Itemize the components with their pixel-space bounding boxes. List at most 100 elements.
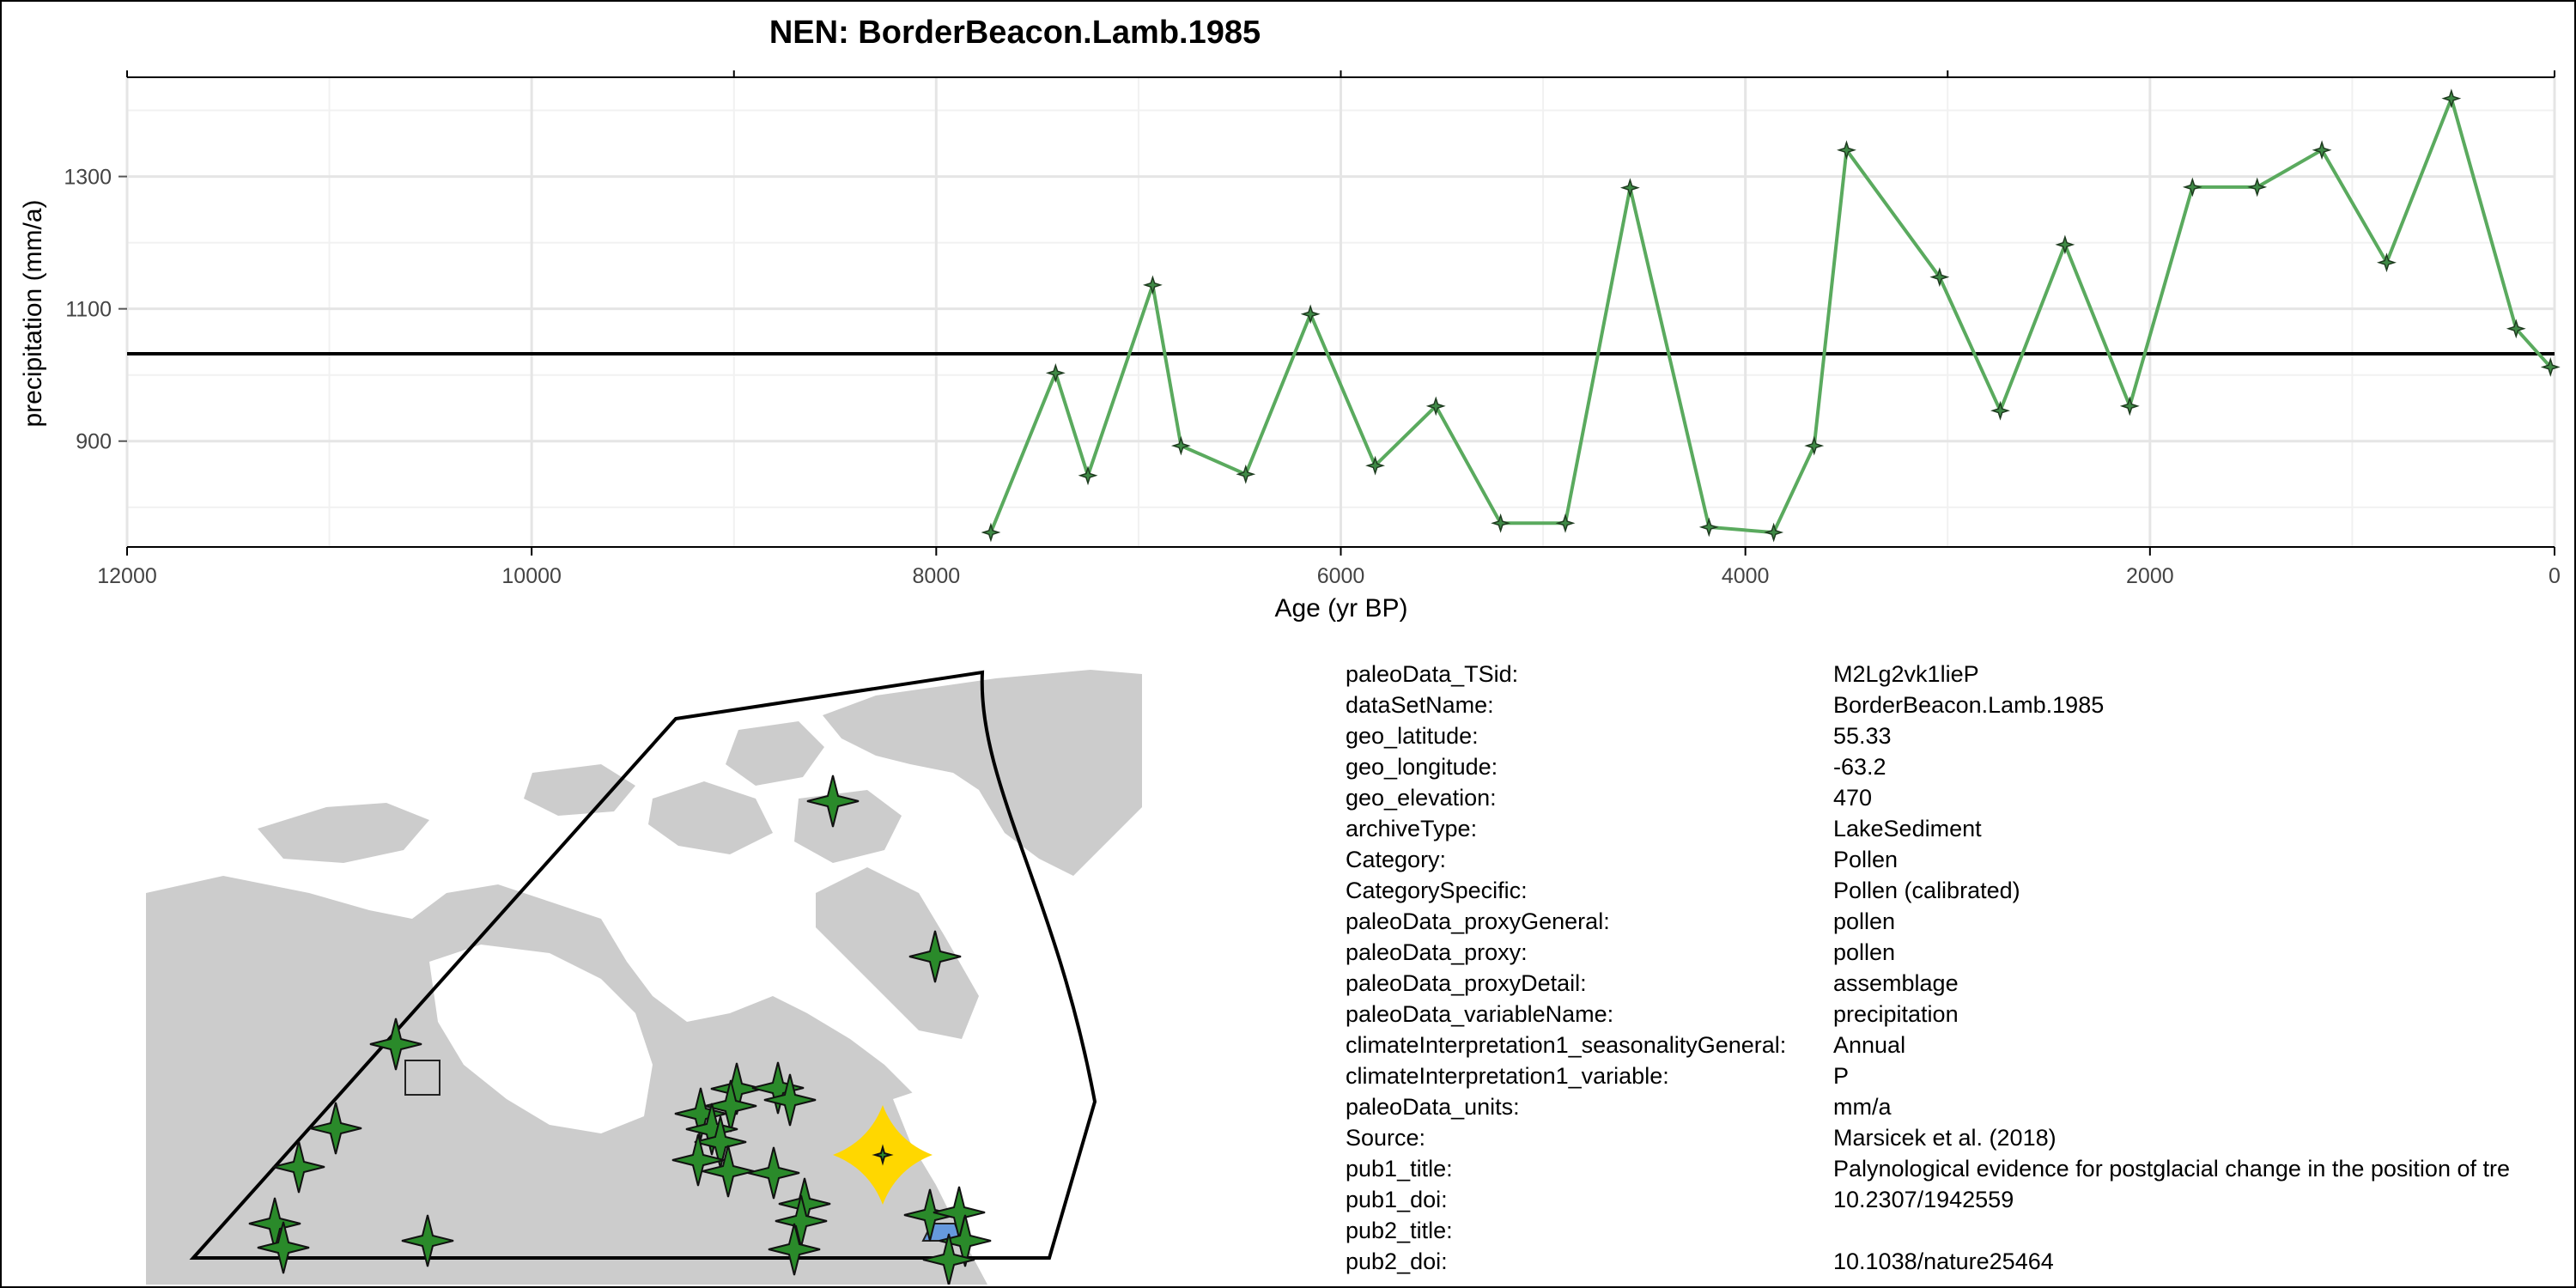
arctic-island-1 <box>726 721 824 786</box>
metadata-key: paleoData_variableName: <box>1346 1001 1614 1027</box>
metadata-key: Source: <box>1346 1125 1426 1151</box>
metadata-value: pollen <box>1833 908 1896 934</box>
metadata-key: geo_latitude: <box>1346 723 1479 749</box>
metadata-key: pub1_doi: <box>1346 1187 1448 1212</box>
metadata-value: Palynological evidence for postglacial c… <box>1833 1156 2510 1182</box>
metadata-value: 10.1038/nature25464 <box>1833 1249 2054 1274</box>
data-point <box>1929 267 1950 288</box>
metadata-value: 10.2307/1942559 <box>1833 1187 2014 1212</box>
metadata-key: pub2_title: <box>1346 1218 1453 1243</box>
metadata-key: archiveType: <box>1346 816 1478 841</box>
land-masses <box>146 670 1142 1285</box>
region-sector-outline <box>189 670 1097 1260</box>
metadata-key: pub1_title: <box>1346 1156 1453 1182</box>
data-point <box>2247 177 2268 197</box>
x-tick-label: 0 <box>2549 564 2561 588</box>
data-point <box>2377 252 2397 273</box>
metadata-key: CategorySpecific: <box>1346 878 1528 903</box>
data-point <box>2119 396 2140 416</box>
metadata-row: pub1_doi: 10.2307/1942559 <box>1346 1184 2510 1215</box>
data-point <box>1170 435 1191 456</box>
data-point <box>2182 177 2202 197</box>
metadata-value: pollen <box>1833 939 1896 965</box>
data-point <box>1491 513 1511 533</box>
metadata-value: LakeSediment <box>1833 816 1982 841</box>
axis-layer <box>118 70 2555 556</box>
data-point <box>2055 234 2075 255</box>
data-point <box>1236 464 1256 484</box>
metadata-value: Pollen <box>1833 847 1899 872</box>
data-point <box>981 522 1001 543</box>
metadata-key: climateInterpretation1_seasonalityGenera… <box>1346 1032 1787 1058</box>
labrador-sea-water <box>893 1082 1030 1285</box>
metadata-key: geo_elevation: <box>1346 785 1497 811</box>
data-point <box>1425 396 1446 416</box>
metadata-key: pub2_doi: <box>1346 1249 1448 1274</box>
y-tick-label: 1300 <box>64 166 112 190</box>
site-star-marker <box>710 1062 763 1115</box>
site-star-marker <box>671 1133 725 1187</box>
metadata-value: P <box>1833 1063 1850 1089</box>
data-point <box>1837 140 1856 161</box>
metadata-key: geo_longitude: <box>1346 754 1498 780</box>
metadata-value: Annual <box>1833 1032 1906 1058</box>
data-point <box>1142 275 1163 295</box>
metadata-row: paleoData_units: mm/a <box>1346 1091 2510 1122</box>
site-star-marker <box>309 1102 362 1155</box>
y-tick-label: 1100 <box>65 298 112 322</box>
metadata-key: paleoData_TSid: <box>1346 661 1519 687</box>
data-point <box>1045 362 1066 383</box>
metadata-row: pub2_title: <box>1346 1215 2510 1246</box>
metadata-value: BorderBeacon.Lamb.1985 <box>1833 692 2105 718</box>
data-point <box>1764 522 1784 543</box>
data-point <box>1555 513 1576 533</box>
x-tick-label: 12000 <box>97 564 157 588</box>
highlighted-site-center <box>872 1144 894 1166</box>
site-star-marker <box>702 1145 755 1198</box>
baffin-island <box>816 867 979 1039</box>
data-point <box>1078 465 1098 486</box>
metadata-key: paleoData_proxyDetail: <box>1346 970 1587 996</box>
site-star-marker <box>747 1146 800 1200</box>
x-tick-label: 6000 <box>1317 564 1365 588</box>
site-star-marker <box>922 1233 975 1285</box>
metadata-value: 55.33 <box>1833 723 1892 749</box>
metadata-row: paleoData_proxyGeneral: pollen <box>1346 906 2510 937</box>
x-tick-label: 4000 <box>1722 564 1770 588</box>
data-point <box>1698 517 1719 538</box>
metadata-key: paleoData_proxy: <box>1346 939 1528 965</box>
data-point <box>1990 400 2010 421</box>
data-point <box>2506 319 2526 339</box>
metadata-row: climateInterpretation1_seasonalityGenera… <box>1346 1030 2510 1060</box>
greenland-land <box>823 670 1142 876</box>
metadata-row: archiveType: LakeSediment <box>1346 813 2510 844</box>
arctic-island-4 <box>258 803 429 863</box>
site-star-marker <box>685 1103 738 1156</box>
x-axis-label: Age (yr BP) <box>1274 594 1407 623</box>
metadata-value: Marsicek et al. (2018) <box>1833 1125 2057 1151</box>
metadata-value: 470 <box>1833 785 1873 811</box>
site-markers <box>248 775 992 1285</box>
metadata-row: paleoData_variableName: precipitation <box>1346 999 2510 1030</box>
site-star-marker <box>768 1223 821 1276</box>
metadata-value: -63.2 <box>1833 754 1886 780</box>
metadata-row: paleoData_TSid: M2Lg2vk1lieP <box>1346 659 2510 690</box>
metadata-value: M2Lg2vk1lieP <box>1833 661 1979 687</box>
x-tick-label: 8000 <box>913 564 961 588</box>
series-layer <box>981 88 2561 543</box>
other-site-square <box>404 1060 440 1096</box>
metadata-value: mm/a <box>1833 1094 1892 1120</box>
y-tick-label: 900 <box>76 430 112 454</box>
data-point <box>2441 88 2462 109</box>
metadata-key: Category: <box>1346 847 1447 872</box>
metadata-key: dataSetName: <box>1346 692 1494 718</box>
series-line <box>989 93 2552 535</box>
arctic-island-2 <box>648 781 773 854</box>
metadata-row: climateInterpretation1_variable: P <box>1346 1060 2510 1091</box>
metadata-table: paleoData_TSid: M2Lg2vk1lieP dataSetName: B… <box>1346 659 2510 1277</box>
metadata-row: geo_longitude: -63.2 <box>1346 751 2510 782</box>
grid-layer <box>125 77 2556 547</box>
metadata-value: precipitation <box>1833 1001 1959 1027</box>
site-star-marker <box>908 930 962 983</box>
